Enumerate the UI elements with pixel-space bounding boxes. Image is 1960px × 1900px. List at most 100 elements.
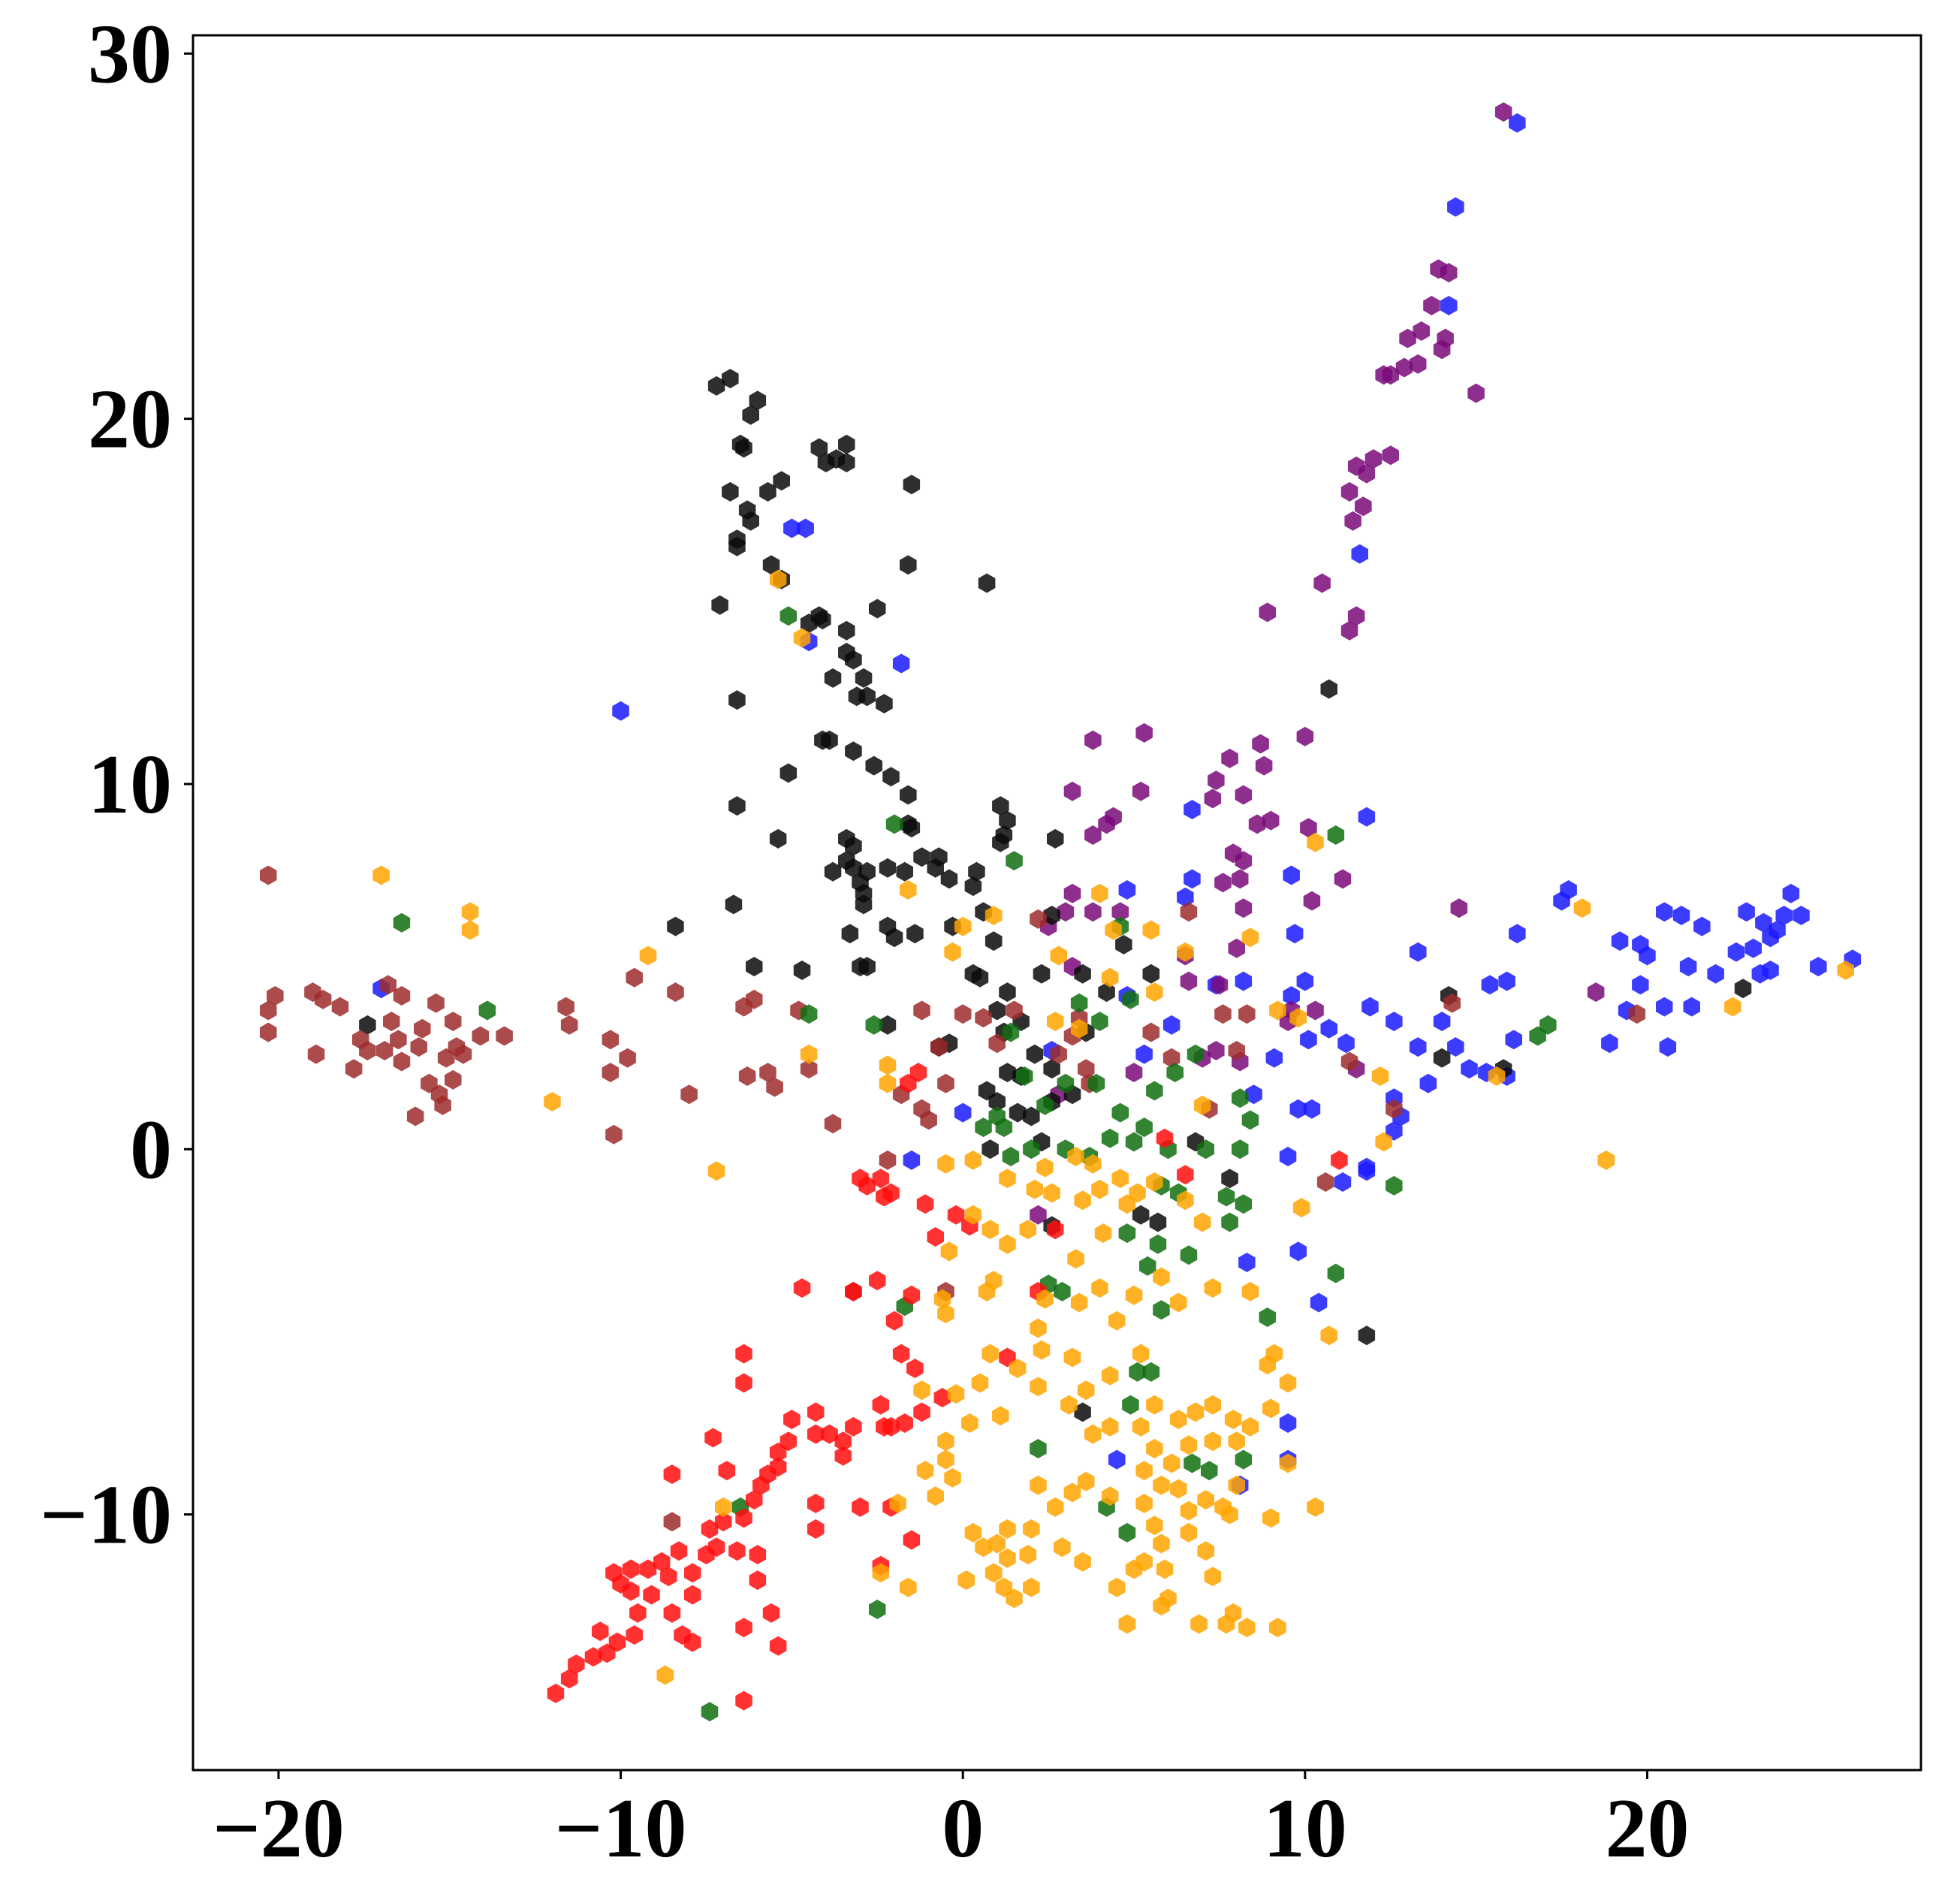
data-point <box>913 847 930 867</box>
data-point <box>1461 1059 1478 1079</box>
data-point <box>985 1563 1003 1583</box>
data-point <box>1259 1307 1276 1327</box>
data-point <box>879 1015 897 1035</box>
data-point <box>1262 1508 1280 1528</box>
data-point <box>852 1497 869 1517</box>
data-point <box>267 986 284 1006</box>
data-point <box>882 1416 900 1437</box>
data-point <box>602 1063 620 1083</box>
data-point <box>1307 1000 1324 1021</box>
data-point <box>1395 357 1413 378</box>
data-point <box>1122 1395 1139 1415</box>
data-point <box>793 1278 811 1298</box>
data-point <box>1115 934 1132 955</box>
data-point <box>560 1669 578 1689</box>
data-point <box>1775 906 1793 925</box>
data-point <box>769 828 787 849</box>
data-point <box>1358 463 1376 484</box>
data-point <box>331 997 349 1017</box>
data-point <box>1074 964 1091 984</box>
data-point <box>1672 906 1690 925</box>
data-point <box>1265 1048 1283 1068</box>
data-point <box>1208 771 1225 791</box>
data-point <box>684 1585 701 1605</box>
data-point <box>1170 1479 1187 1499</box>
data-point <box>735 1618 752 1638</box>
data-point <box>1810 957 1827 977</box>
data-point <box>1087 1073 1105 1093</box>
data-point <box>1409 354 1427 374</box>
data-point <box>1006 851 1023 871</box>
data-point <box>783 1410 801 1430</box>
data-point <box>1248 814 1266 834</box>
data-point <box>1146 982 1163 1003</box>
data-point <box>900 1577 917 1597</box>
data-point <box>410 1037 427 1057</box>
data-point <box>1030 1205 1047 1225</box>
y-axis: −10 0 10 20 30 <box>40 8 193 1562</box>
data-point <box>1180 1245 1198 1265</box>
data-point <box>1355 496 1372 517</box>
data-point <box>749 1545 767 1565</box>
data-point <box>900 785 917 805</box>
data-point <box>909 1063 927 1083</box>
x-tick-label: 20 <box>1605 1782 1689 1875</box>
data-point <box>1078 1380 1095 1401</box>
data-point <box>1084 1424 1102 1444</box>
data-point <box>838 453 855 472</box>
data-point <box>807 1494 825 1513</box>
data-point <box>1047 1012 1064 1032</box>
data-point <box>1146 1172 1163 1192</box>
data-point <box>985 931 1003 952</box>
data-point <box>1296 971 1314 991</box>
data-point <box>1440 295 1458 315</box>
data-point <box>725 894 743 915</box>
data-point <box>1232 869 1249 889</box>
data-point <box>345 1059 363 1079</box>
data-point <box>1193 1212 1211 1232</box>
data-point <box>807 1402 825 1422</box>
data-point <box>779 763 798 783</box>
data-point <box>1320 679 1337 699</box>
data-point <box>858 957 876 977</box>
data-point <box>1019 1545 1036 1565</box>
data-point <box>602 1030 620 1050</box>
data-point <box>711 595 728 615</box>
data-point <box>701 1519 719 1539</box>
data-point <box>944 1467 961 1488</box>
data-point <box>947 1384 965 1404</box>
data-point <box>605 1563 623 1583</box>
data-point <box>735 997 752 1017</box>
y-tick-label: 30 <box>88 8 172 101</box>
data-point <box>307 1044 325 1064</box>
data-point <box>1118 880 1136 900</box>
data-point <box>1153 1534 1170 1554</box>
data-point <box>1023 1519 1040 1539</box>
data-point <box>1153 1267 1170 1287</box>
data-point <box>995 1117 1013 1138</box>
data-point <box>1279 1373 1297 1393</box>
data-point <box>1023 1106 1040 1126</box>
data-point <box>957 1570 975 1591</box>
data-point <box>1235 785 1253 805</box>
data-point <box>722 481 739 502</box>
data-point <box>623 1559 640 1579</box>
data-point <box>1204 1431 1222 1452</box>
data-point <box>1180 1500 1198 1521</box>
data-point <box>869 1600 886 1619</box>
data-point <box>1111 1102 1129 1123</box>
data-point <box>383 1012 400 1032</box>
data-point <box>1125 1063 1143 1083</box>
data-point <box>260 865 277 885</box>
data-point <box>982 1344 999 1364</box>
data-point <box>663 1512 681 1532</box>
data-point <box>704 1428 722 1448</box>
data-point <box>1180 1435 1198 1455</box>
data-point <box>1177 887 1194 907</box>
data-point <box>944 942 961 962</box>
data-point <box>999 1519 1016 1539</box>
data-point <box>1433 1048 1451 1068</box>
data-point <box>1036 1157 1054 1178</box>
data-point <box>667 982 684 1003</box>
data-point <box>824 1114 842 1134</box>
